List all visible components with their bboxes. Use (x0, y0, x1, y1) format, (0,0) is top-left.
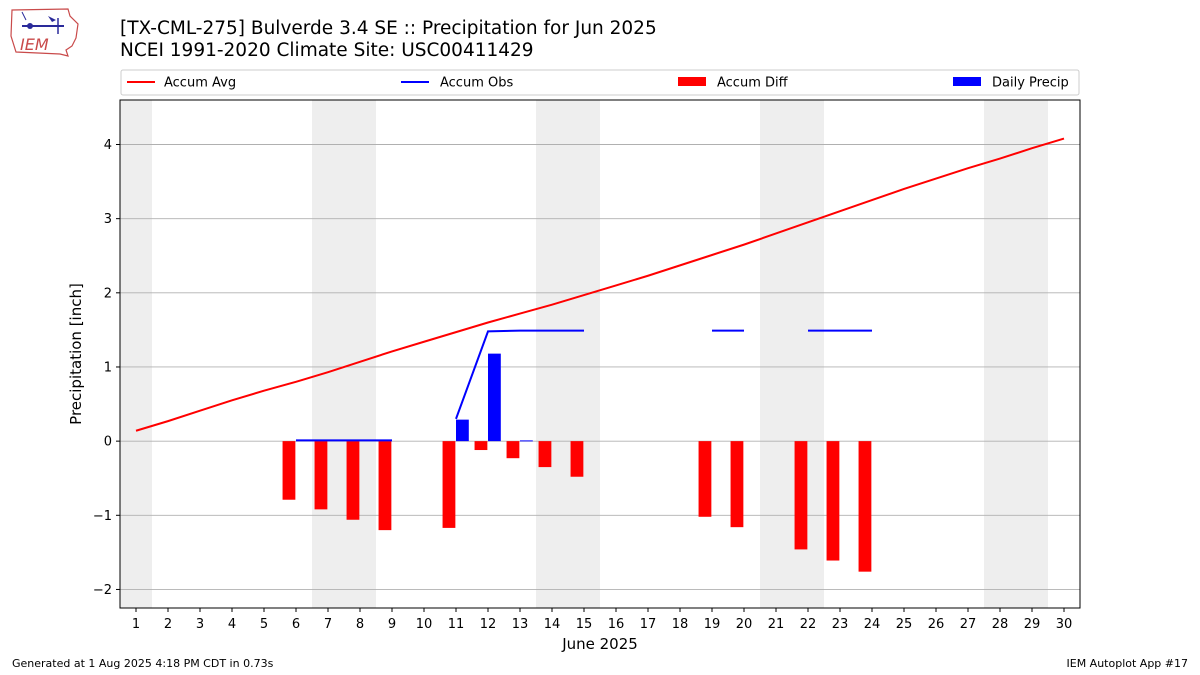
weekend-band (120, 100, 152, 608)
y-tick-label: −2 (93, 583, 112, 598)
accum-diff-bar (570, 441, 584, 477)
x-tick-label: 27 (960, 617, 977, 632)
y-tick-label: −1 (93, 509, 112, 524)
weekend-band (760, 100, 824, 608)
x-tick-label: 23 (832, 617, 849, 632)
accum-diff-bar (858, 441, 872, 572)
accum-diff-bar (346, 441, 360, 520)
accum-diff-bar (314, 441, 328, 510)
logo-text: IEM (20, 35, 49, 54)
x-tick-label: 20 (736, 617, 753, 632)
title-line-1: [TX-CML-275] Bulverde 3.4 SE :: Precipit… (120, 18, 657, 39)
y-tick-label: 0 (104, 435, 112, 450)
x-tick-label: 1 (132, 617, 140, 632)
accum-diff-bar (282, 441, 296, 500)
daily-precip-bar (488, 353, 501, 442)
y-tick-label: 3 (104, 212, 112, 227)
x-tick-label: 8 (356, 617, 364, 632)
x-axis-label: June 2025 (561, 635, 638, 653)
x-tick-label: 17 (640, 617, 657, 632)
y-axis-label: Precipitation [inch] (67, 283, 85, 425)
x-tick-label: 29 (1024, 617, 1041, 632)
x-tick-label: 2 (164, 617, 172, 632)
x-tick-label: 12 (480, 617, 497, 632)
legend-label: Daily Precip (992, 76, 1069, 91)
legend: Accum Avg Accum Obs Accum Diff Daily Precip (120, 69, 1080, 96)
app-label: IEM Autoplot App #17 (1066, 657, 1189, 670)
x-tick-label: 24 (864, 617, 881, 632)
daily-precip-bar (520, 440, 533, 442)
legend-box (120, 69, 1080, 96)
plot-frame (119, 99, 1081, 609)
accum-diff-bar (378, 441, 392, 531)
weekend-band (312, 100, 376, 608)
daily-precip-bar (456, 419, 469, 442)
accum-diff-bar (474, 441, 488, 451)
legend-swatch-bar (953, 77, 981, 86)
x-tick-label: 5 (260, 617, 268, 632)
accum-avg-line (135, 137, 1065, 432)
accum-diff-bar (442, 441, 456, 528)
y-tick-label: 1 (104, 360, 112, 375)
accum-diff-bar (794, 441, 808, 550)
y-tick-label: 4 (104, 138, 112, 153)
legend-swatch-bar (678, 77, 706, 86)
x-tick-label: 4 (228, 617, 236, 632)
x-tick-label: 19 (704, 617, 721, 632)
legend-label: Accum Obs (440, 76, 513, 91)
title-line-2: NCEI 1991-2020 Climate Site: USC00411429 (120, 40, 534, 61)
x-tick-label: 25 (896, 617, 913, 632)
weekend-band (984, 100, 1048, 608)
x-tick-label: 10 (416, 617, 433, 632)
accum-diff-bar (826, 441, 840, 561)
accum-diff-bar (698, 441, 712, 517)
legend-label: Accum Diff (717, 76, 789, 91)
chart-title: [TX-CML-275] Bulverde 3.4 SE :: Precipit… (120, 18, 657, 62)
x-tick-label: 22 (800, 617, 817, 632)
x-tick-label: 26 (928, 617, 945, 632)
x-tick-label: 7 (324, 617, 332, 632)
x-tick-label: 15 (576, 617, 593, 632)
accum-obs-line (455, 329, 584, 420)
x-tick-label: 21 (768, 617, 785, 632)
accum-diff-bar (730, 441, 744, 528)
accum-diff-bar (538, 441, 552, 468)
x-tick-label: 9 (388, 617, 396, 632)
weekend-band (536, 100, 600, 608)
generated-note: Generated at 1 Aug 2025 4:18 PM CDT in 0… (12, 657, 274, 670)
x-tick-label: 16 (608, 617, 625, 632)
legend-label: Accum Avg (164, 76, 236, 91)
iem-logo: IEM (10, 8, 79, 57)
x-tick-label: 3 (196, 617, 204, 632)
x-tick-label: 13 (512, 617, 529, 632)
x-tick-label: 18 (672, 617, 689, 632)
y-tick-label: 2 (104, 286, 112, 301)
x-tick-label: 11 (448, 617, 465, 632)
x-tick-label: 14 (544, 617, 561, 632)
x-tick-label: 30 (1056, 617, 1073, 632)
x-tick-label: 6 (292, 617, 300, 632)
accum-diff-bar (506, 441, 520, 459)
x-tick-label: 28 (992, 617, 1009, 632)
